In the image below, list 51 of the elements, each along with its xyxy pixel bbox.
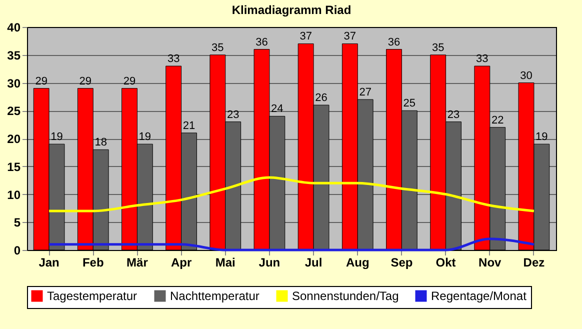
data-label: 35 [212, 42, 224, 54]
data-label: 22 [491, 114, 504, 126]
data-label: 35 [432, 42, 444, 54]
x-tick-label: Dez [523, 256, 545, 270]
data-label: 23 [226, 108, 240, 121]
data-label: 33 [476, 53, 488, 66]
data-label: 27 [359, 86, 372, 98]
x-tick-label: Jan [38, 256, 60, 270]
x-tick-label: Apr [170, 256, 192, 270]
x-tick-label: Sep [390, 256, 413, 270]
x-tick-label: Nov [478, 256, 502, 270]
data-label: 21 [182, 120, 196, 132]
data-label: 37 [344, 30, 356, 43]
x-tick-label: Jul [304, 256, 322, 270]
data-label: 30 [520, 70, 532, 82]
x-tick-label: Jun [258, 256, 280, 270]
legend-label: Nachttemperatur [170, 289, 260, 303]
y-tick-label: 30 [7, 76, 21, 90]
x-tick-label: Mär [126, 256, 148, 270]
data-label: 25 [403, 98, 416, 110]
y-tick-label: 20 [7, 132, 21, 146]
y-tick-label: 5 [14, 216, 21, 230]
data-label: 33 [167, 53, 180, 66]
legend-label: Sonnenstunden/Tag [292, 289, 399, 303]
data-label: 26 [315, 92, 328, 104]
x-tick-label: Mai [215, 256, 236, 270]
data-label: 19 [138, 131, 152, 144]
data-label: 23 [447, 108, 460, 121]
data-label: 29 [79, 75, 92, 88]
data-label: 29 [123, 75, 136, 88]
data-label: 24 [271, 103, 284, 116]
data-label: 36 [256, 36, 268, 48]
x-tick-label: Okt [436, 256, 456, 270]
y-tick-label: 10 [7, 188, 21, 202]
legend-label: Tagestemperatur [47, 289, 138, 303]
y-tick-label: 40 [7, 20, 21, 34]
data-label: 37 [300, 30, 312, 43]
legend-label: Regentage/Monat [431, 289, 528, 303]
chart-title: Klimadiagramm Riad [232, 3, 352, 17]
data-label: 19 [536, 131, 548, 144]
y-tick-label: 35 [7, 48, 21, 62]
x-tick-label: Feb [82, 256, 104, 270]
line-series [48, 176, 536, 212]
x-tick-label: Aug [346, 256, 370, 270]
data-label: 19 [50, 131, 63, 144]
y-tick-label: 25 [7, 104, 21, 118]
data-label: 18 [94, 136, 107, 149]
data-label: 29 [35, 75, 48, 88]
y-tick-label: 0 [14, 244, 21, 258]
y-tick-label: 15 [7, 160, 21, 174]
data-label: 36 [388, 36, 400, 48]
